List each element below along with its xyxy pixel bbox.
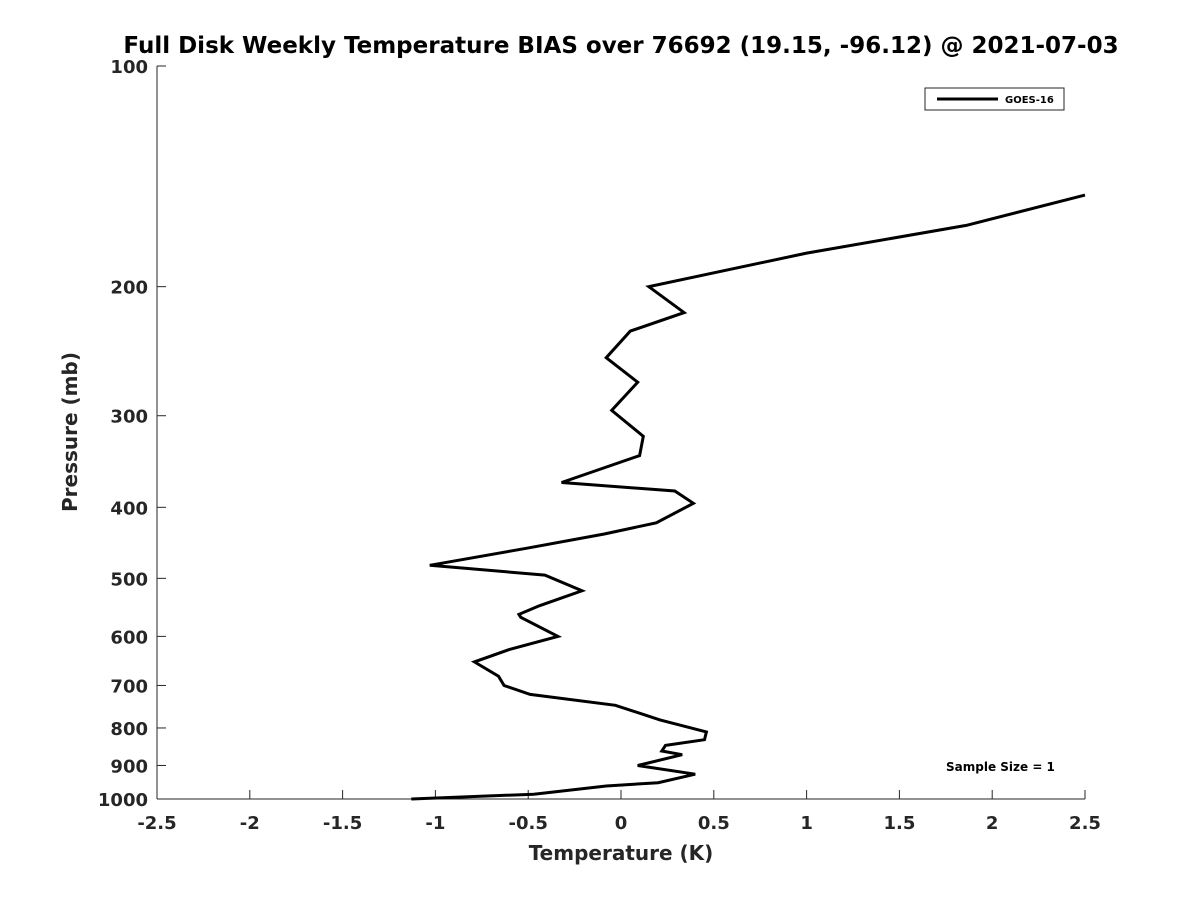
x-tick-label: -2 <box>240 813 260 834</box>
y-tick-label: 700 <box>110 676 148 697</box>
y-tick-label: 600 <box>110 627 148 648</box>
x-tick-label: -1.5 <box>323 813 362 834</box>
x-tick-label: 1.5 <box>883 813 915 834</box>
x-tick-label: 0.5 <box>698 813 730 834</box>
y-axis-ticks: 100 200 300 400 500 600 700 800 900 1000 <box>98 57 166 811</box>
y-tick-label: 400 <box>110 498 148 519</box>
x-axis-label: Temperature (K) <box>529 841 714 865</box>
x-tick-label: 2.5 <box>1069 813 1101 834</box>
x-axis-ticks: -2.5 -2 -1.5 -1 -0.5 0 0.5 1 1.5 2 2.5 <box>137 790 1101 834</box>
legend: GOES-16 <box>924 87 1065 111</box>
x-tick-label: -2.5 <box>137 813 176 834</box>
y-tick-label: 800 <box>110 719 148 740</box>
y-tick-label: 1000 <box>98 790 148 811</box>
x-tick-label: -0.5 <box>509 813 548 834</box>
y-tick-label: 100 <box>110 57 148 78</box>
x-tick-label: 2 <box>986 813 999 834</box>
x-tick-label: 1 <box>800 813 813 834</box>
legend-label-goes-16: GOES-16 <box>1005 95 1054 106</box>
y-tick-label: 900 <box>110 756 148 777</box>
sample-size-annotation: Sample Size = 1 <box>946 760 1055 774</box>
chart-title: Full Disk Weekly Temperature BIAS over 7… <box>123 33 1118 59</box>
y-axis-label: Pressure (mb) <box>58 352 82 512</box>
plot-area <box>157 66 1085 799</box>
series-group <box>411 193 1086 801</box>
x-tick-label: 0 <box>615 813 628 834</box>
x-tick-label: -1 <box>425 813 445 834</box>
series-line-goes-16 <box>411 193 1086 801</box>
y-tick-label: 300 <box>110 407 148 428</box>
y-tick-label: 500 <box>110 569 148 590</box>
y-tick-label: 200 <box>110 278 148 299</box>
